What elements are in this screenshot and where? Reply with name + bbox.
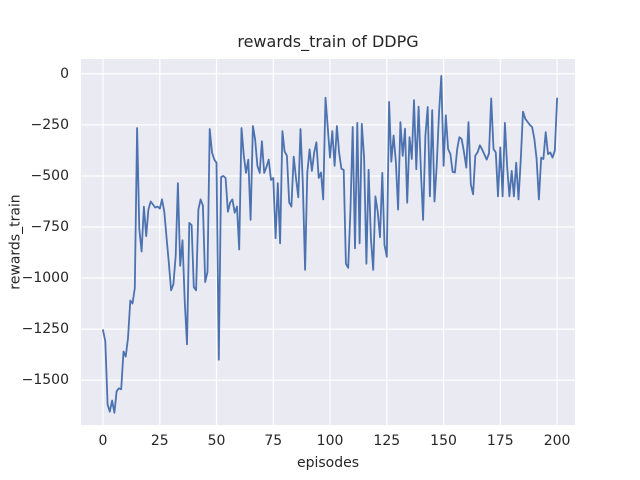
x-tick-label: 50 [207, 433, 226, 449]
plot-area [81, 59, 575, 425]
x-tick-label: 75 [264, 433, 283, 449]
chart-title: rewards_train of DDPG [237, 32, 419, 51]
x-tick-label: 25 [150, 433, 169, 449]
y-tick-label: −1000 [21, 270, 69, 287]
x-tick-label: 125 [373, 433, 401, 449]
x-tick-label: 200 [543, 433, 571, 449]
y-tick-label: −1500 [21, 372, 69, 389]
x-tick-label: 175 [486, 433, 514, 449]
x-tick-label: 100 [316, 433, 344, 449]
y-tick-label: −500 [30, 167, 69, 184]
y-tick-label: −250 [30, 116, 69, 133]
x-tick-label: 150 [430, 433, 457, 449]
y-tick-label: −750 [30, 218, 69, 235]
x-tick-label: 0 [98, 433, 108, 449]
y-tick-label: 0 [60, 65, 69, 82]
line-chart-svg [81, 59, 575, 425]
x-axis-label: episodes [296, 455, 360, 471]
y-tick-label: −1250 [21, 321, 69, 338]
